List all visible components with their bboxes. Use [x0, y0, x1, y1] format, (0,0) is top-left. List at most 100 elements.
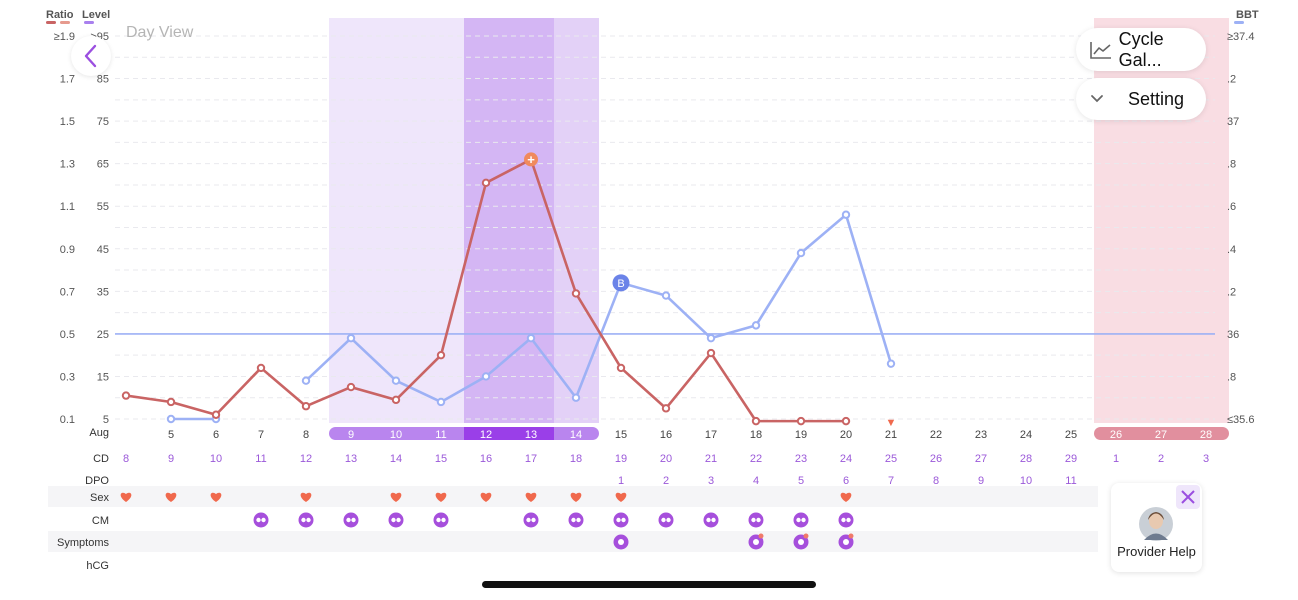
- date-label[interactable]: 22: [930, 429, 942, 441]
- level-point[interactable]: [301, 376, 311, 385]
- cervical-mucus-icon[interactable]: [703, 512, 719, 528]
- date-label[interactable]: 14: [570, 429, 582, 441]
- ovulation-peak-pill[interactable]: [464, 427, 554, 440]
- date-label[interactable]: 15: [615, 429, 627, 441]
- cervical-mucus-icon[interactable]: [433, 512, 449, 528]
- setting-label: Setting: [1128, 88, 1185, 109]
- cervical-mucus-icon[interactable]: [613, 512, 629, 528]
- back-button[interactable]: [71, 36, 111, 76]
- date-label[interactable]: 21: [885, 429, 897, 441]
- date-label[interactable]: 27: [1155, 429, 1167, 441]
- date-label[interactable]: 13: [525, 429, 537, 441]
- cervical-mucus-icon[interactable]: [838, 512, 854, 528]
- ratio-point[interactable]: [436, 350, 446, 360]
- close-button[interactable]: [1176, 485, 1200, 509]
- ratio-point[interactable]: [841, 416, 851, 426]
- dpo-value: 8: [933, 475, 939, 487]
- ratio-tick-label: 0.7: [60, 286, 75, 298]
- ratio-point[interactable]: [706, 348, 716, 358]
- setting-button[interactable]: Setting: [1076, 78, 1206, 120]
- date-label[interactable]: 10: [390, 429, 402, 441]
- date-label[interactable]: 24: [1020, 429, 1032, 441]
- level-point[interactable]: [661, 291, 671, 300]
- heart-icon[interactable]: [120, 492, 132, 502]
- date-label[interactable]: 7: [258, 429, 264, 441]
- ratio-point[interactable]: [661, 404, 671, 413]
- date-label[interactable]: 6: [213, 429, 219, 441]
- home-indicator[interactable]: [482, 581, 816, 588]
- cd-value: 28: [1020, 453, 1032, 465]
- heart-icon[interactable]: [840, 492, 852, 502]
- ratio-point[interactable]: [166, 397, 176, 407]
- cervical-mucus-icon[interactable]: [568, 512, 584, 528]
- heart-icon[interactable]: [165, 492, 177, 502]
- period-pill[interactable]: [1094, 427, 1229, 440]
- date-label[interactable]: 26: [1110, 429, 1122, 441]
- cycle-gallery-label: Cycle Gal...: [1118, 28, 1164, 70]
- cervical-mucus-icon[interactable]: [298, 512, 314, 528]
- cervical-mucus-icon[interactable]: [658, 512, 674, 528]
- level-point[interactable]: [796, 248, 806, 258]
- ratio-point[interactable]: [796, 416, 806, 426]
- heart-icon[interactable]: [300, 492, 312, 502]
- ratio-point[interactable]: [256, 363, 266, 373]
- cervical-mucus-icon[interactable]: [343, 512, 359, 528]
- level-point[interactable]: [886, 359, 896, 368]
- date-label[interactable]: 18: [750, 429, 762, 441]
- level-tick-label: 75: [97, 116, 109, 128]
- ratio-point[interactable]: [346, 382, 356, 392]
- date-label[interactable]: 23: [975, 429, 987, 441]
- heart-icon[interactable]: [210, 492, 222, 502]
- date-label[interactable]: 12: [480, 429, 492, 441]
- provider-help-card[interactable]: Provider Help: [1111, 483, 1202, 572]
- heart-icon[interactable]: [525, 492, 537, 502]
- cervical-mucus-icon[interactable]: [793, 512, 809, 528]
- cd-value: 17: [525, 453, 537, 465]
- level-point[interactable]: [391, 376, 401, 385]
- ratio-point[interactable]: [121, 391, 131, 400]
- cm-icon-dot: [261, 517, 266, 523]
- level-point[interactable]: [481, 372, 491, 381]
- level-point[interactable]: [526, 333, 536, 343]
- bbt-marker-symbol: B: [617, 278, 624, 290]
- level-point[interactable]: [841, 210, 851, 219]
- ratio-point[interactable]: [301, 402, 311, 411]
- date-label[interactable]: 25: [1065, 429, 1077, 441]
- level-point[interactable]: [571, 393, 581, 402]
- date-label[interactable]: 5: [168, 429, 174, 441]
- cycle-gallery-button[interactable]: Cycle Gal...: [1076, 28, 1206, 71]
- level-point[interactable]: [166, 414, 176, 424]
- date-label[interactable]: 11: [435, 429, 446, 441]
- level-point[interactable]: [706, 333, 716, 343]
- ratio-point[interactable]: [391, 395, 401, 405]
- level-point[interactable]: [346, 333, 356, 343]
- date-label[interactable]: 16: [660, 429, 672, 441]
- ratio-point[interactable]: [481, 178, 491, 188]
- date-label[interactable]: 20: [840, 429, 852, 441]
- cervical-mucus-icon[interactable]: [388, 512, 404, 528]
- cm-icon-dot: [756, 517, 761, 523]
- heart-icon[interactable]: [390, 492, 402, 502]
- date-label[interactable]: 8: [303, 429, 309, 441]
- cervical-mucus-icon[interactable]: [253, 512, 269, 528]
- ratio-point[interactable]: [571, 289, 581, 298]
- ratio-point[interactable]: [751, 416, 761, 426]
- date-label[interactable]: 17: [705, 429, 717, 441]
- cd-value: 3: [1203, 453, 1209, 465]
- date-label[interactable]: 19: [795, 429, 807, 441]
- ratio-point[interactable]: [616, 363, 626, 373]
- date-label[interactable]: 28: [1200, 429, 1212, 441]
- level-point[interactable]: [751, 321, 761, 330]
- bbt-tick-label: .4: [1227, 244, 1236, 256]
- date-label[interactable]: 9: [348, 429, 354, 441]
- level-point[interactable]: [436, 397, 446, 407]
- heart-icon[interactable]: [615, 492, 627, 502]
- heart-icon[interactable]: [435, 492, 447, 502]
- heart-icon[interactable]: [570, 492, 582, 502]
- heart-icon[interactable]: [480, 492, 492, 502]
- bbt-marker[interactable]: [612, 274, 630, 292]
- cervical-mucus-icon[interactable]: [748, 512, 764, 528]
- cervical-mucus-icon[interactable]: [523, 512, 539, 528]
- ratio-point[interactable]: [211, 410, 221, 419]
- peak-marker[interactable]: [524, 152, 538, 167]
